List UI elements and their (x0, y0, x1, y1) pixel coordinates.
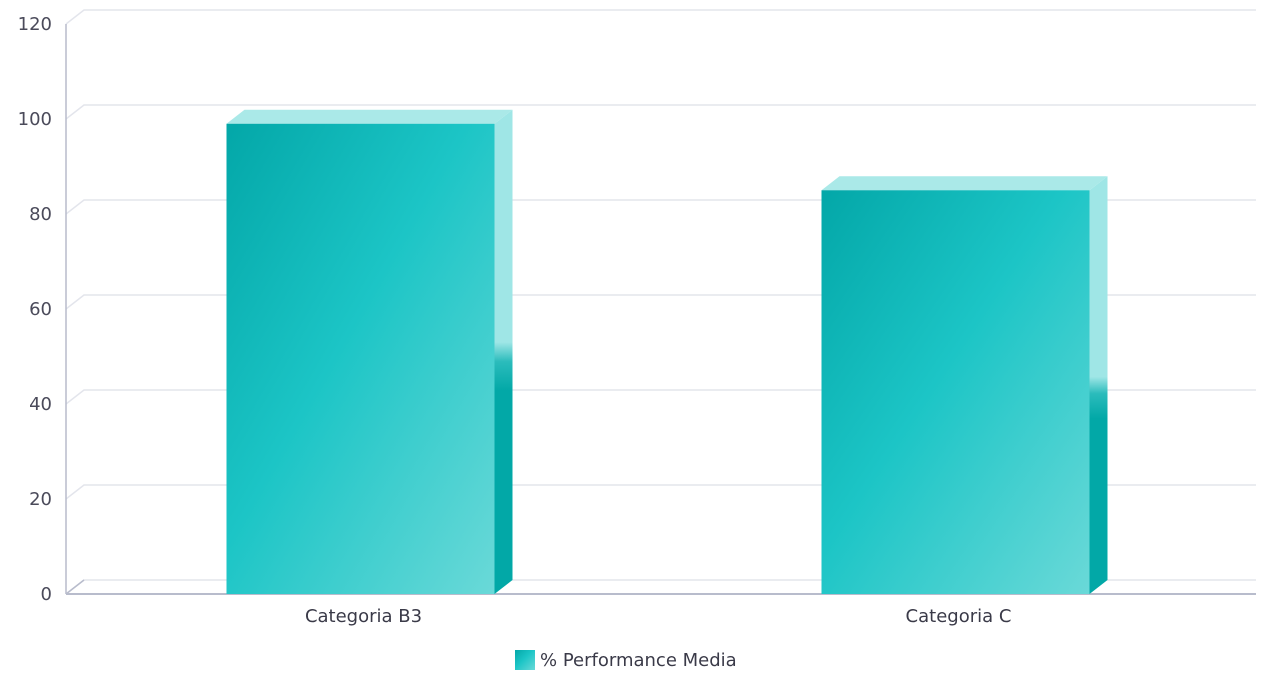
y-tick-label: 120 (18, 14, 52, 35)
bar-side-face (1089, 176, 1108, 594)
y-tick-label: 80 (29, 204, 52, 225)
x-tick-label: Categoria B3 (305, 606, 422, 627)
bars (226, 109, 1108, 594)
x-tick-label: Categoria C (906, 606, 1012, 627)
legend[interactable]: % Performance Media (515, 650, 737, 671)
y-tick-label: 60 (29, 299, 52, 320)
grid-lines (65, 9, 1256, 595)
bar-side-face (494, 109, 513, 594)
y-tick-label: 0 (41, 584, 52, 605)
bar[interactable] (226, 109, 513, 594)
y-tick-label: 20 (29, 489, 52, 510)
y-tick-label: 40 (29, 394, 52, 415)
y-axis-ticks: 0 20 40 60 80 100 120 (18, 14, 52, 605)
grid-line (65, 104, 1256, 120)
bar-top-face (821, 176, 1108, 191)
x-axis-labels: Categoria B3 Categoria C (305, 606, 1012, 627)
bar[interactable] (821, 176, 1108, 594)
bar-top-face (226, 109, 513, 124)
axis-depth-edge (65, 579, 85, 595)
y-tick-label: 100 (18, 109, 52, 130)
legend-label[interactable]: % Performance Media (540, 650, 737, 671)
grid-line (65, 9, 1256, 25)
bar-front-face (226, 123, 495, 594)
legend-swatch[interactable] (515, 650, 535, 670)
bar-front-face (821, 190, 1090, 594)
